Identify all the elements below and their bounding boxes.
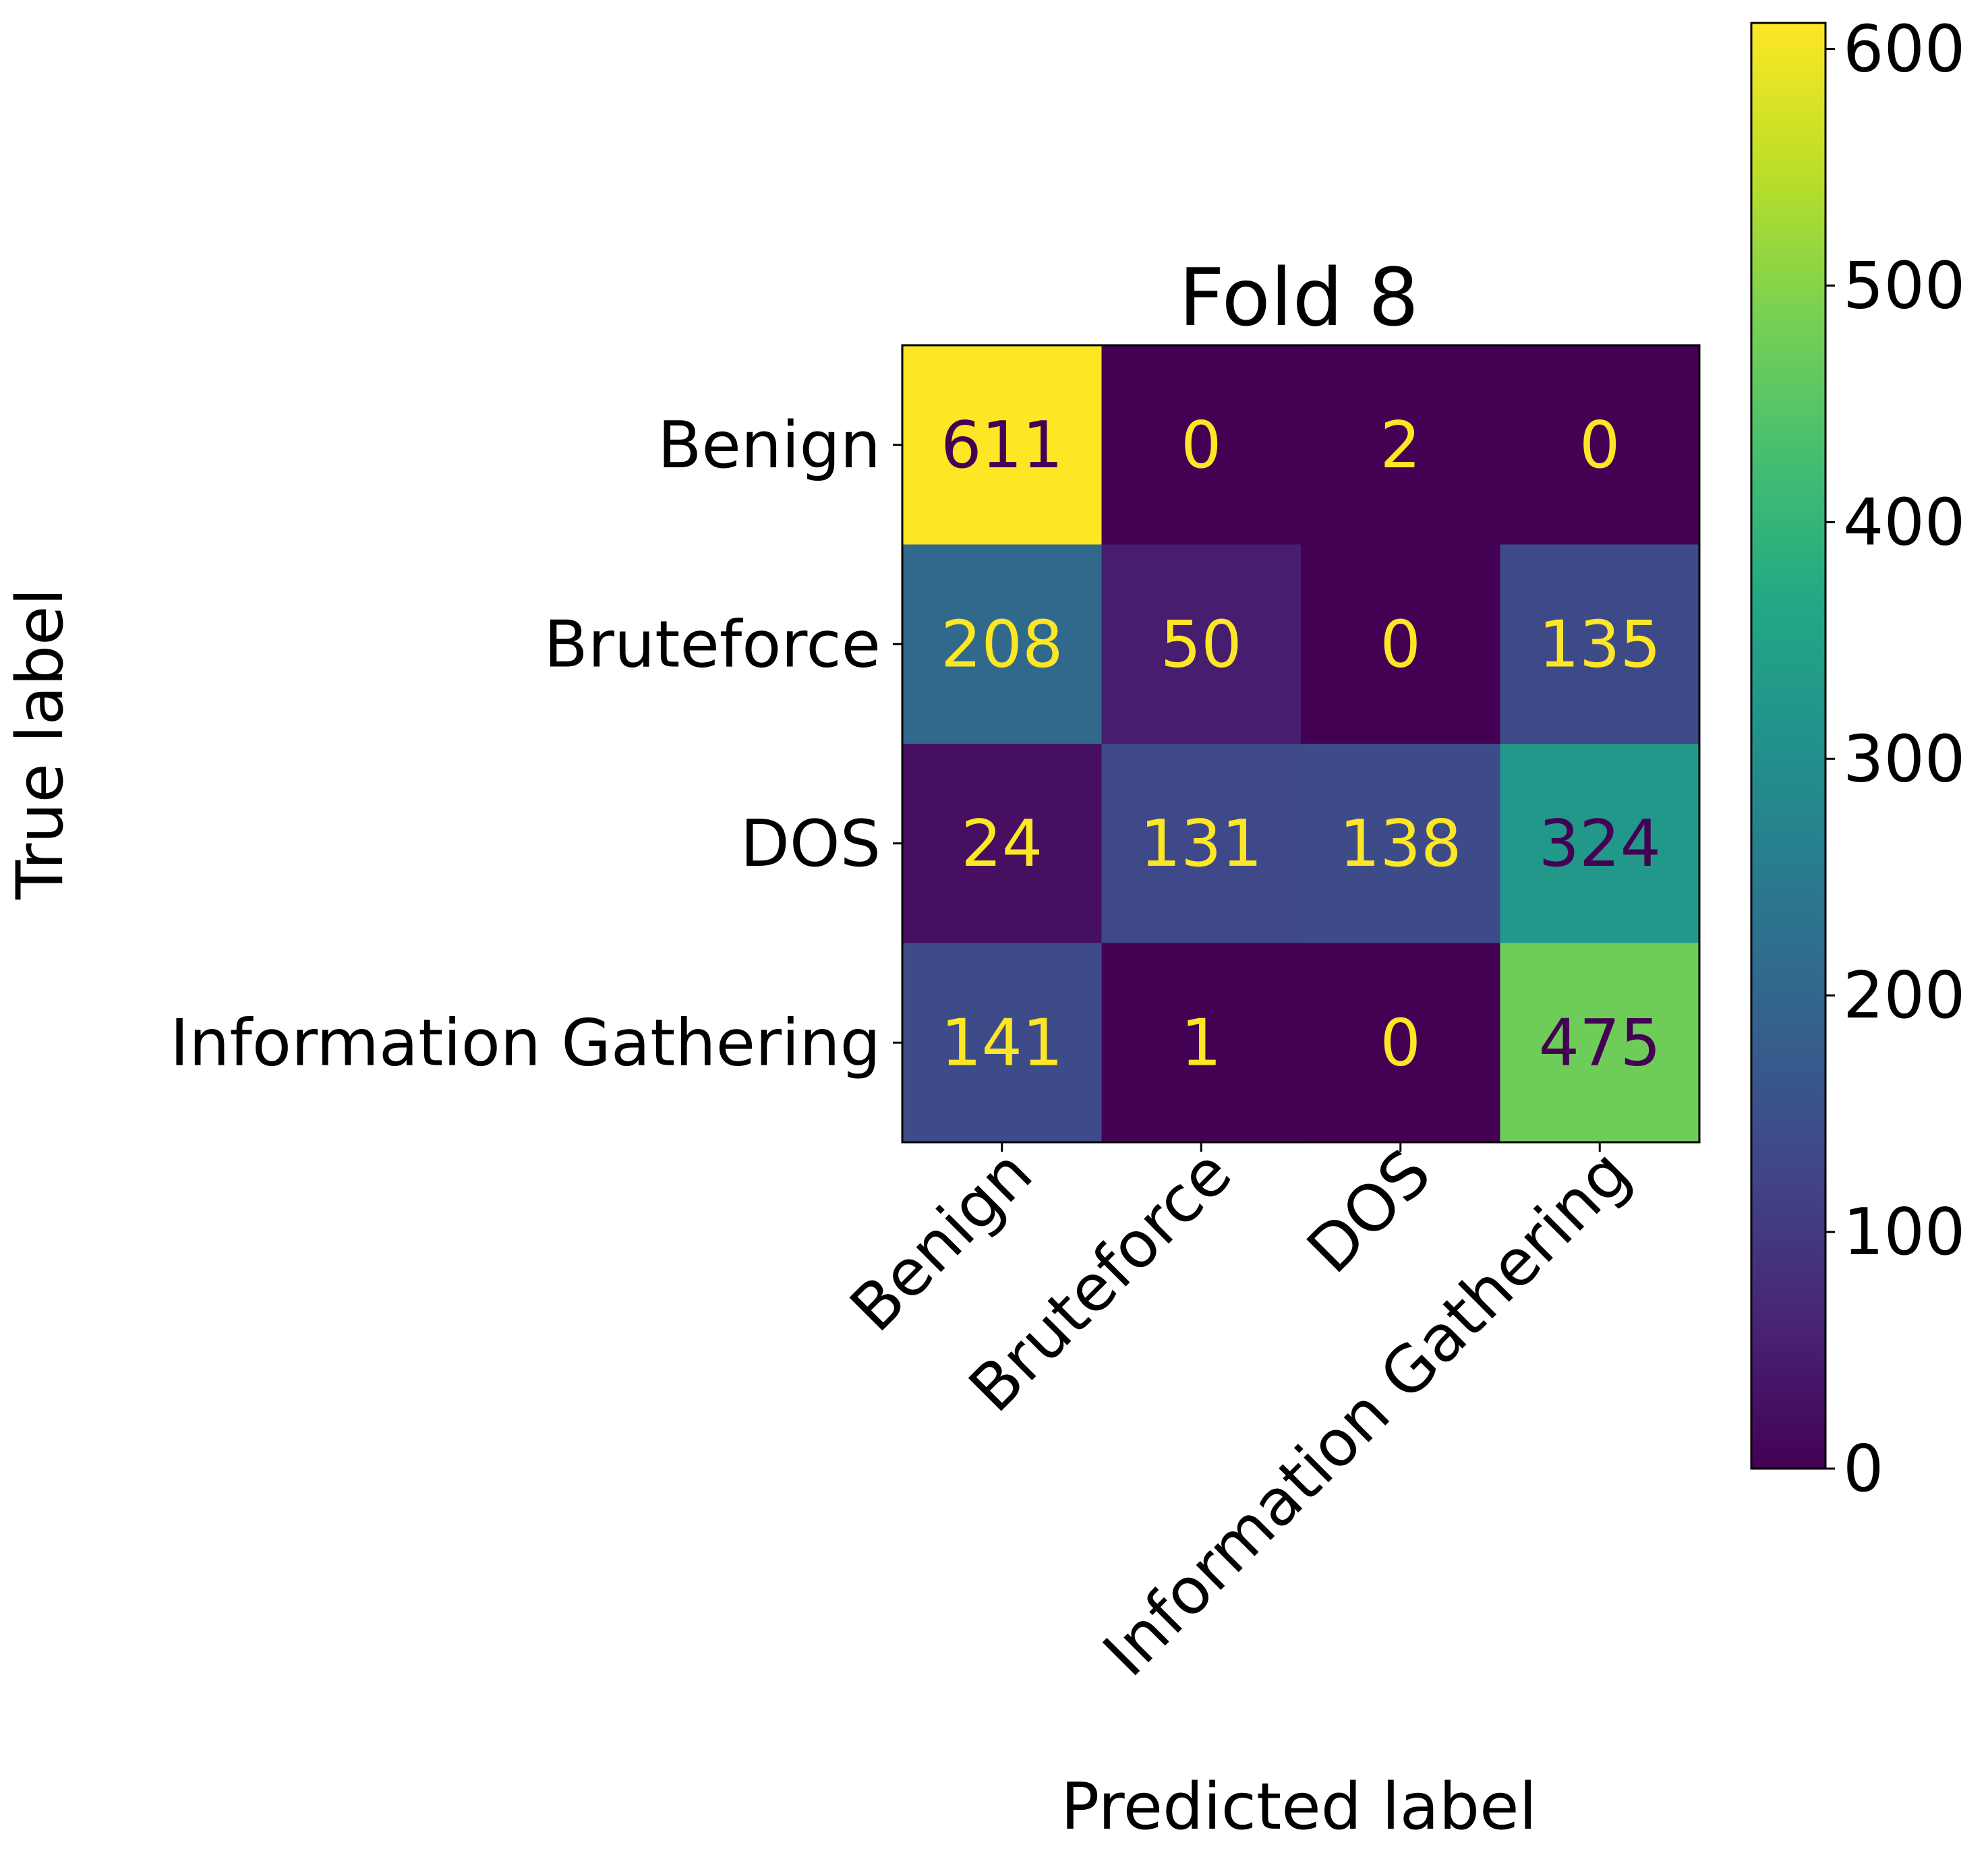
colorbar (1750, 22, 1827, 1470)
heatmap-cell (1301, 943, 1501, 1143)
cell-value-label: 1 (1181, 1006, 1221, 1080)
colorbar-tick-label: 0 (1843, 1432, 1883, 1506)
heatmap-cell (1301, 744, 1501, 944)
cell-value-label: 135 (1539, 608, 1661, 682)
x-tick-label: DOS (1293, 1136, 1445, 1287)
cell-value-label: 0 (1380, 608, 1421, 682)
heatmap-cell (1500, 345, 1700, 546)
cell-value-label: 24 (961, 807, 1043, 881)
colorbar-ticks: 0 100 200 300 400 500 600 (1825, 13, 1965, 1506)
cell-value-label: 50 (1161, 608, 1242, 682)
colorbar-tick-label: 100 (1843, 1196, 1965, 1270)
y-tick-label: DOS (740, 807, 881, 881)
cell-value-label: 0 (1181, 409, 1221, 483)
heatmap-cell (1101, 744, 1302, 944)
cell-value-label: 208 (941, 608, 1063, 682)
plot-frame (901, 344, 1701, 1144)
heatmap-cell (1301, 345, 1501, 546)
colorbar-tick-label: 600 (1843, 13, 1965, 87)
heatmap-cell (1101, 943, 1302, 1143)
cell-value-label: 138 (1339, 807, 1461, 881)
heatmap-cell (902, 943, 1103, 1143)
cell-value-label: 131 (1140, 807, 1262, 881)
cell-value-label: 2 (1380, 409, 1421, 483)
heatmap-cell (1101, 345, 1302, 546)
colorbar-tick-label: 200 (1843, 959, 1965, 1033)
cell-value-label: 0 (1380, 1006, 1421, 1080)
y-tick-label: Information Gathering (170, 1006, 881, 1080)
heatmap-cell (1500, 943, 1700, 1143)
heatmap-cell (1500, 544, 1700, 744)
y-axis-ticks: Benign Bruteforce DOS Information Gathering (170, 409, 902, 1080)
heatmap-cell (1101, 544, 1302, 744)
colorbar-tick-label: 500 (1843, 249, 1965, 323)
y-tick-label: Bruteforce (544, 608, 881, 682)
chart-title: Fold 8 (1179, 251, 1419, 344)
cell-value-label: 611 (941, 409, 1063, 483)
colorbar-tick-label: 300 (1843, 722, 1965, 796)
heatmap-cell (902, 345, 1103, 546)
y-axis-label: True label (3, 588, 78, 900)
heatmap-cell (902, 544, 1103, 744)
y-tick-label: Benign (657, 409, 881, 483)
cell-value-label: 0 (1579, 409, 1620, 483)
heatmap-cell (902, 744, 1103, 944)
heatmap-cell (1500, 744, 1700, 944)
cell-value-label: 324 (1539, 807, 1661, 881)
cell-value-labels: 611 0 2 0 208 50 0 135 24 131 138 324 141 1 0 475 (941, 409, 1661, 1081)
cell-value-label: 141 (941, 1006, 1063, 1080)
heatmap-cells (902, 345, 1700, 1143)
heatmap-cell (1301, 544, 1501, 744)
colorbar-tick-label: 400 (1843, 485, 1965, 560)
x-axis-label: Predicted label (1061, 1770, 1537, 1844)
cell-value-label: 475 (1539, 1006, 1661, 1080)
